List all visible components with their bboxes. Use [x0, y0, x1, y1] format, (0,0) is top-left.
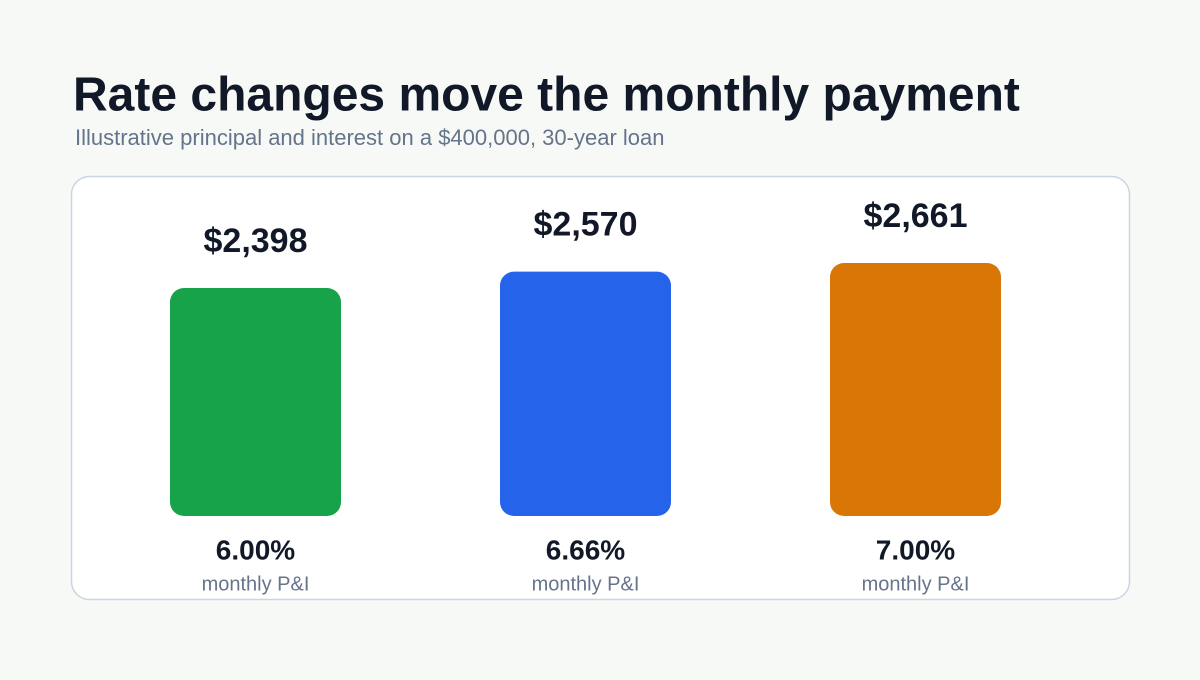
value-label: $2,661 [864, 197, 968, 235]
category-sublabel: monthly P&I [862, 573, 970, 595]
bar [830, 263, 1001, 516]
chart-title: Rate changes move the monthly payment [73, 69, 1020, 122]
category-label: 6.66% [546, 534, 625, 565]
category-label: 6.00% [216, 534, 295, 565]
chart-subtitle: Illustrative principal and interest on a… [75, 125, 664, 150]
bar [500, 271, 671, 516]
category-label: 7.00% [876, 534, 955, 565]
category-sublabel: monthly P&I [202, 573, 310, 595]
value-label: $2,570 [534, 206, 638, 244]
category-sublabel: monthly P&I [532, 573, 640, 595]
value-label: $2,398 [204, 222, 308, 260]
bar [170, 288, 341, 516]
